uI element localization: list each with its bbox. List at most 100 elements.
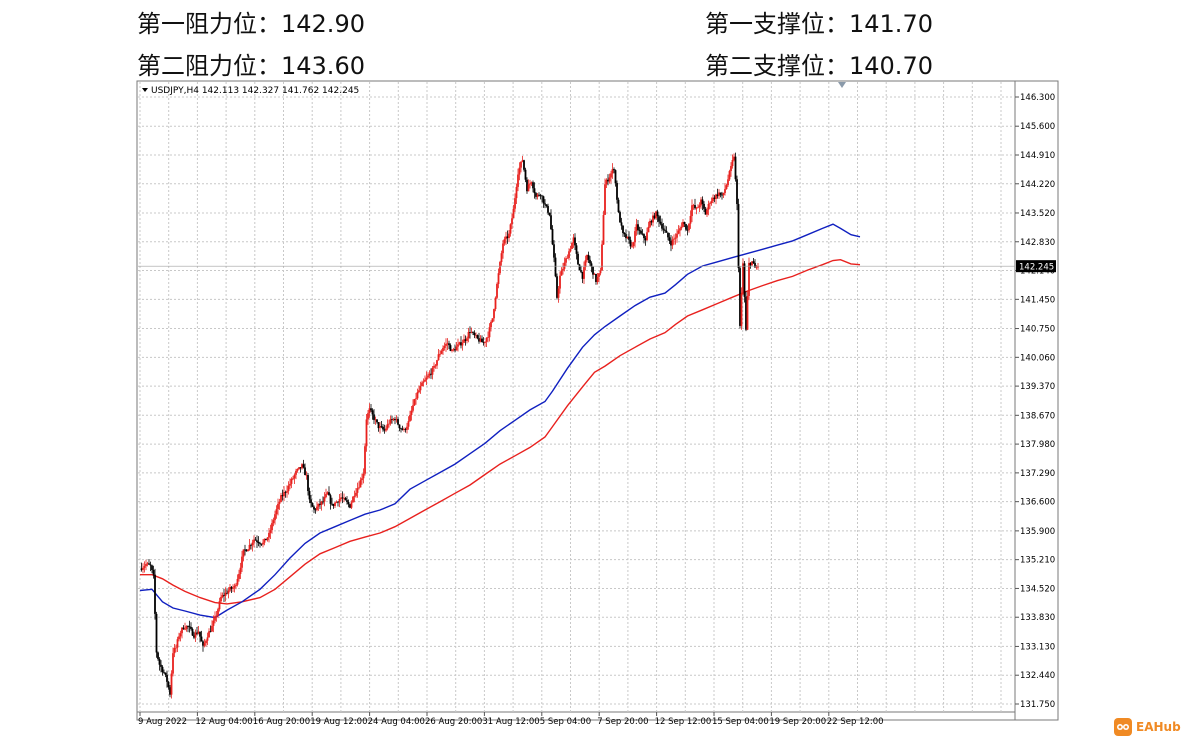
candle-body — [625, 234, 627, 239]
candle-body — [745, 296, 747, 330]
candle-body — [274, 514, 276, 521]
candle-body — [313, 506, 315, 510]
candle-body — [680, 226, 683, 229]
candle-body — [560, 270, 563, 276]
candle-body — [401, 428, 404, 430]
candle-body — [689, 216, 692, 224]
y-tick-label: 135.900 — [1020, 527, 1055, 537]
candle-body — [269, 530, 272, 533]
candle-body — [182, 627, 185, 629]
candle-body — [208, 631, 210, 638]
candle-body — [254, 539, 257, 541]
candle-body — [557, 288, 560, 298]
candle-body — [598, 273, 600, 277]
candle-body — [670, 240, 672, 246]
candle-body — [167, 681, 170, 688]
x-tick-label: 7 Sep 20:00 — [597, 717, 648, 727]
candle-body — [299, 467, 302, 469]
candle-body — [686, 229, 689, 231]
candle-body — [245, 549, 248, 552]
candle-body — [335, 501, 338, 503]
candle-body — [509, 224, 512, 234]
symbol-dropdown-icon[interactable] — [142, 88, 148, 92]
candle-body — [481, 338, 483, 343]
candle-body — [514, 198, 516, 209]
candle-body — [256, 540, 258, 542]
candle-body — [292, 478, 294, 480]
candle-body — [640, 230, 642, 234]
y-tick-label: 137.980 — [1020, 440, 1055, 450]
candle-body — [484, 341, 486, 343]
candle-body — [610, 173, 612, 178]
candle-body — [383, 429, 386, 431]
chart-frame — [136, 80, 1059, 721]
candle-body — [416, 392, 419, 399]
x-tick-label: 31 Aug 12:00 — [482, 717, 539, 727]
candle-body — [569, 248, 572, 252]
candle-body — [283, 492, 285, 497]
candle-body — [571, 242, 573, 249]
candle-body — [152, 570, 155, 575]
candle-body — [583, 267, 585, 279]
candle-body — [710, 201, 713, 204]
candle-body — [566, 257, 569, 259]
candle-body — [392, 418, 395, 420]
candle-body — [424, 379, 426, 382]
candle-body — [244, 549, 246, 551]
candle-body — [526, 179, 528, 192]
candle-body — [248, 544, 251, 550]
x-tick-label: 19 Sep 20:00 — [769, 717, 826, 727]
candle-body — [436, 360, 438, 366]
candle-body — [743, 263, 746, 297]
candle-body — [665, 230, 668, 233]
candle-body — [659, 221, 662, 224]
candle-body — [227, 590, 230, 594]
y-tick-label: 136.600 — [1020, 498, 1055, 508]
candle-body — [148, 563, 150, 565]
candle-body — [577, 253, 579, 265]
candle-body — [304, 467, 306, 476]
candle-body — [409, 415, 411, 422]
candle-body — [431, 367, 434, 375]
candle-body — [611, 169, 614, 174]
candle-body — [229, 587, 231, 591]
candle-body — [338, 499, 341, 503]
candle-body — [277, 503, 279, 510]
candle-body — [319, 503, 321, 505]
candle-body — [632, 242, 635, 246]
candle-body — [251, 542, 254, 546]
candle-body — [170, 673, 173, 695]
candle-body — [266, 537, 269, 541]
candle-body — [551, 229, 554, 245]
candle-body — [646, 232, 648, 241]
candle-body — [751, 261, 753, 266]
candle-body — [215, 615, 218, 617]
candle-body — [626, 236, 629, 239]
candle-body — [673, 238, 675, 240]
candle-body — [367, 413, 369, 420]
current-price-badge — [1016, 260, 1056, 273]
candle-body — [454, 349, 456, 351]
candle-body — [302, 464, 305, 468]
candle-body — [433, 365, 435, 368]
candle-body — [218, 601, 221, 610]
candle-body — [194, 632, 197, 638]
y-tick-label: 144.910 — [1020, 151, 1055, 161]
candle-body — [488, 327, 491, 338]
candle-body — [727, 179, 729, 186]
candle-body — [353, 495, 356, 497]
candle-body — [169, 687, 171, 695]
candle-body — [329, 495, 332, 504]
candle-body — [536, 194, 539, 197]
candle-body — [311, 503, 314, 507]
candle-body — [607, 179, 609, 182]
chart-shift-marker-icon[interactable] — [838, 82, 846, 88]
candle-body — [692, 205, 695, 206]
y-tick-label: 141.450 — [1020, 295, 1055, 305]
candle-body — [736, 179, 738, 205]
candle-body — [457, 344, 459, 347]
candle-body — [364, 446, 366, 474]
candle-body — [421, 382, 423, 387]
candle-body — [151, 565, 153, 571]
